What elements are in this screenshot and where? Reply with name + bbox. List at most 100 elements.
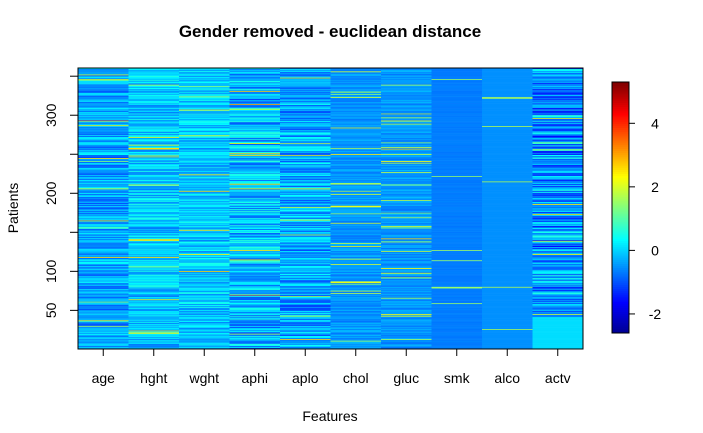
heatmap-cell [431,119,483,121]
heatmap-cell [431,175,483,177]
heatmap-cell [330,127,382,129]
heatmap-cell [128,71,180,73]
heatmap-cell [330,202,382,204]
heatmap-cell [381,242,432,244]
heatmap-cell [179,269,230,271]
heatmap-cell [280,268,331,270]
heatmap-cell [229,199,281,201]
heatmap-cell [330,317,382,319]
heatmap-cell [381,293,432,295]
heatmap-cell [532,320,584,322]
colorbar-segment [612,330,629,334]
heatmap-cell [179,150,230,152]
colorbar-segment [612,105,629,108]
heatmap-cell [78,139,129,141]
heatmap-cell [532,78,584,80]
heatmap-cell [128,235,180,237]
heatmap-cell [128,221,180,223]
heatmap-cell [482,97,533,99]
heatmap-cell [179,293,230,295]
heatmap-cell [179,183,230,185]
heatmap-cell [128,194,180,196]
heatmap-cell [431,206,483,209]
heatmap-cell [78,340,129,342]
heatmap-cell [482,119,533,121]
heatmap-cell [330,214,382,216]
heatmap-cell [179,178,230,180]
colorbar-segment [612,213,629,217]
heatmap-cell [431,280,483,282]
heatmap-cell [280,107,331,109]
heatmap-cell [482,128,533,130]
heatmap-cell [128,303,180,305]
heatmap-cell [78,188,129,191]
colorbar-segment [612,322,629,326]
heatmap-cell [229,291,281,293]
heatmap-cell [78,241,129,243]
heatmap-cell [280,309,331,312]
heatmap-cell [381,118,432,120]
heatmap-cell [431,294,483,296]
heatmap-cell [482,166,533,168]
heatmap-cell [280,156,331,158]
heatmap-cell [381,97,432,99]
heatmap-cell [179,75,230,77]
heatmap-cell [78,97,129,99]
heatmap-cell [330,231,382,233]
heatmap-cell [431,170,483,172]
heatmap-cell [330,133,382,135]
heatmap-cell [482,233,533,235]
heatmap-cell [229,177,281,179]
heatmap-cell [280,105,331,107]
heatmap-cell [431,244,483,246]
heatmap-cell [78,96,129,98]
colorbar-segment [612,261,629,265]
heatmap-cell [482,324,533,326]
heatmap-cell [381,313,432,315]
heatmap-cell [482,132,533,134]
heatmap-cell [381,131,432,133]
heatmap-cell [128,121,180,123]
heatmap-cell [128,146,180,148]
heatmap-cell [431,234,483,236]
heatmap-cell [78,177,129,179]
heatmap-cell [381,174,432,176]
heatmap-cell [128,132,180,134]
heatmap-cell [78,136,129,138]
heatmap-cell [280,312,331,314]
heatmap-cell [532,185,584,187]
heatmap-cell [482,344,533,346]
heatmap-cell [78,170,129,172]
heatmap-cell [532,270,584,272]
heatmap-cell [128,318,180,320]
heatmap-cell [532,183,584,185]
heatmap-cell [431,229,483,231]
heatmap-cell [431,263,483,265]
heatmap-cell [532,238,584,241]
heatmap-cell [280,315,331,317]
heatmap-cell [381,104,432,106]
heatmap-cell [482,235,533,237]
heatmap-cell [482,258,533,260]
heatmap-cell [482,292,533,294]
heatmap-cell [280,271,331,273]
heatmap-cell [381,188,432,191]
colorbar-segment [612,132,629,135]
heatmap-cell [381,238,432,241]
heatmap-cell [381,198,432,200]
heatmap-cell [532,274,584,276]
heatmap-cell [330,281,382,283]
colorbar-segment [612,161,629,164]
heatmap-cell [482,313,533,315]
heatmap-cell [128,263,180,265]
heatmap-cell [330,283,382,285]
heatmap-cell [179,345,230,347]
heatmap-cell [78,186,129,188]
heatmap-cell [431,263,483,265]
heatmap-cell [532,271,584,273]
heatmap-cell [482,330,533,332]
heatmap-cell [431,283,483,285]
heatmap-cell [482,188,533,190]
heatmap-cell [330,277,382,279]
heatmap-cell [381,175,432,177]
